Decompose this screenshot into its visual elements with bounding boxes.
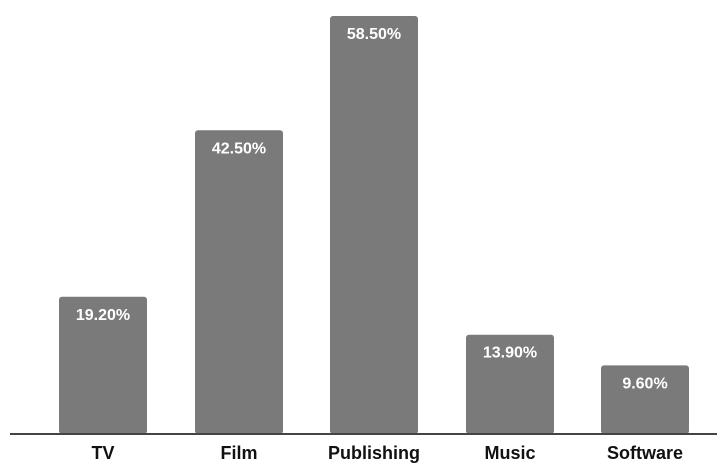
data-label-publishing: 58.50% [347, 26, 401, 43]
bar-software [601, 365, 689, 434]
category-label-film: Film [220, 443, 257, 463]
category-labels-group: TV Film Publishing Music Software [91, 443, 683, 463]
bar-film [195, 130, 283, 435]
bar-music [466, 334, 554, 434]
data-labels-group: 19.20% 42.50% 58.50% 13.90% 9.60% [76, 26, 668, 392]
category-label-software: Software [607, 443, 683, 463]
data-label-tv: 19.20% [76, 307, 130, 324]
category-label-music: Music [484, 443, 535, 463]
category-label-publishing: Publishing [328, 443, 420, 463]
bar-publishing [330, 16, 418, 434]
data-label-music: 13.90% [483, 345, 537, 362]
bars-group [59, 16, 689, 435]
data-label-software: 9.60% [622, 375, 667, 392]
category-label-tv: TV [91, 443, 114, 463]
bar-tv [59, 296, 147, 434]
data-label-film: 42.50% [212, 140, 266, 157]
